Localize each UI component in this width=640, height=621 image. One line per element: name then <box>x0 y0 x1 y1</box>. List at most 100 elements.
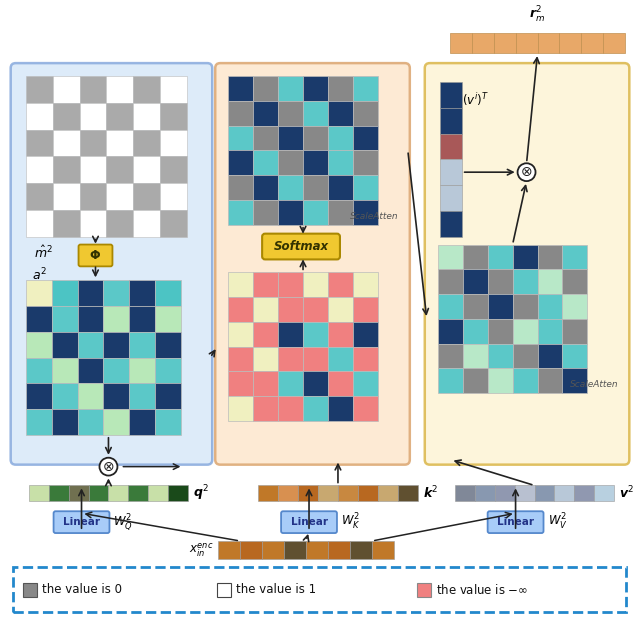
Bar <box>303 125 328 150</box>
Bar <box>52 358 77 383</box>
Bar <box>306 541 328 559</box>
Bar <box>328 125 353 150</box>
Bar <box>26 306 52 332</box>
Bar <box>228 125 253 150</box>
Bar <box>52 306 77 332</box>
Bar <box>353 396 378 421</box>
Bar <box>161 76 188 103</box>
Bar <box>538 319 563 343</box>
Bar <box>438 245 463 270</box>
Bar <box>303 347 328 371</box>
Bar <box>284 541 306 559</box>
Text: $\otimes$: $\otimes$ <box>520 165 532 179</box>
Bar <box>278 322 303 347</box>
Bar <box>495 486 515 501</box>
Bar <box>79 76 106 103</box>
Bar <box>353 101 378 125</box>
Bar <box>26 130 52 156</box>
Bar <box>604 34 625 53</box>
Bar <box>156 383 181 409</box>
Bar <box>303 297 328 322</box>
Bar <box>52 130 79 156</box>
Bar <box>538 34 559 53</box>
Bar <box>475 486 495 501</box>
Bar <box>493 34 516 53</box>
Bar <box>26 103 52 130</box>
Text: Linear: Linear <box>63 517 100 527</box>
Bar <box>77 332 104 358</box>
Circle shape <box>99 458 118 476</box>
Bar <box>52 76 79 103</box>
Bar <box>26 332 52 358</box>
Bar <box>538 368 563 393</box>
Bar <box>161 103 188 130</box>
Bar <box>218 541 240 559</box>
FancyBboxPatch shape <box>281 511 337 533</box>
Bar <box>450 34 472 53</box>
Bar <box>534 486 554 501</box>
Bar <box>350 541 372 559</box>
Bar <box>104 332 129 358</box>
Bar <box>253 101 278 125</box>
Bar <box>303 101 328 125</box>
Bar <box>328 322 353 347</box>
Bar <box>253 175 278 200</box>
Bar <box>554 486 575 501</box>
Bar <box>438 319 463 343</box>
Bar <box>77 409 104 435</box>
Bar <box>303 322 328 347</box>
Bar <box>440 107 461 134</box>
Bar <box>77 358 104 383</box>
Bar <box>253 322 278 347</box>
Text: $a^2$: $a^2$ <box>32 266 47 283</box>
Bar <box>79 130 106 156</box>
FancyBboxPatch shape <box>79 245 113 266</box>
Bar <box>228 371 253 396</box>
Bar <box>104 383 129 409</box>
Bar <box>353 347 378 371</box>
Bar <box>161 210 188 237</box>
Bar <box>303 150 328 175</box>
Bar <box>303 76 328 101</box>
Text: $x_{in}^{enc}$: $x_{in}^{enc}$ <box>189 541 213 559</box>
Bar <box>440 160 461 185</box>
Bar <box>278 297 303 322</box>
Text: $(v^i)^T$: $(v^i)^T$ <box>462 91 489 108</box>
Bar <box>328 347 353 371</box>
Bar <box>563 368 588 393</box>
Bar <box>253 150 278 175</box>
Bar <box>440 82 461 107</box>
Bar <box>454 486 475 501</box>
Text: $\hat{m}^2$: $\hat{m}^2$ <box>34 245 53 261</box>
Bar <box>513 270 538 294</box>
Bar <box>488 368 513 393</box>
Bar <box>156 332 181 358</box>
Bar <box>472 34 493 53</box>
Text: ScaleAtten: ScaleAtten <box>350 212 399 220</box>
Bar <box>52 332 77 358</box>
Bar <box>303 175 328 200</box>
Bar <box>378 486 398 501</box>
Bar <box>129 486 148 501</box>
Text: $W_K^2$: $W_K^2$ <box>341 512 360 532</box>
Bar <box>228 396 253 421</box>
Bar <box>104 306 129 332</box>
Bar <box>513 294 538 319</box>
Bar <box>253 396 278 421</box>
Bar <box>52 103 79 130</box>
Bar <box>353 297 378 322</box>
Bar <box>156 306 181 332</box>
Bar <box>328 101 353 125</box>
Text: $W_V^2$: $W_V^2$ <box>547 512 567 532</box>
Bar <box>129 358 156 383</box>
Bar <box>328 273 353 297</box>
Bar <box>228 322 253 347</box>
Bar <box>575 486 595 501</box>
Bar <box>129 306 156 332</box>
Bar <box>129 409 156 435</box>
Bar <box>133 156 161 183</box>
Text: $W_Q^2$: $W_Q^2$ <box>113 512 133 532</box>
Bar <box>581 34 604 53</box>
Bar <box>52 280 77 306</box>
Bar <box>559 34 581 53</box>
